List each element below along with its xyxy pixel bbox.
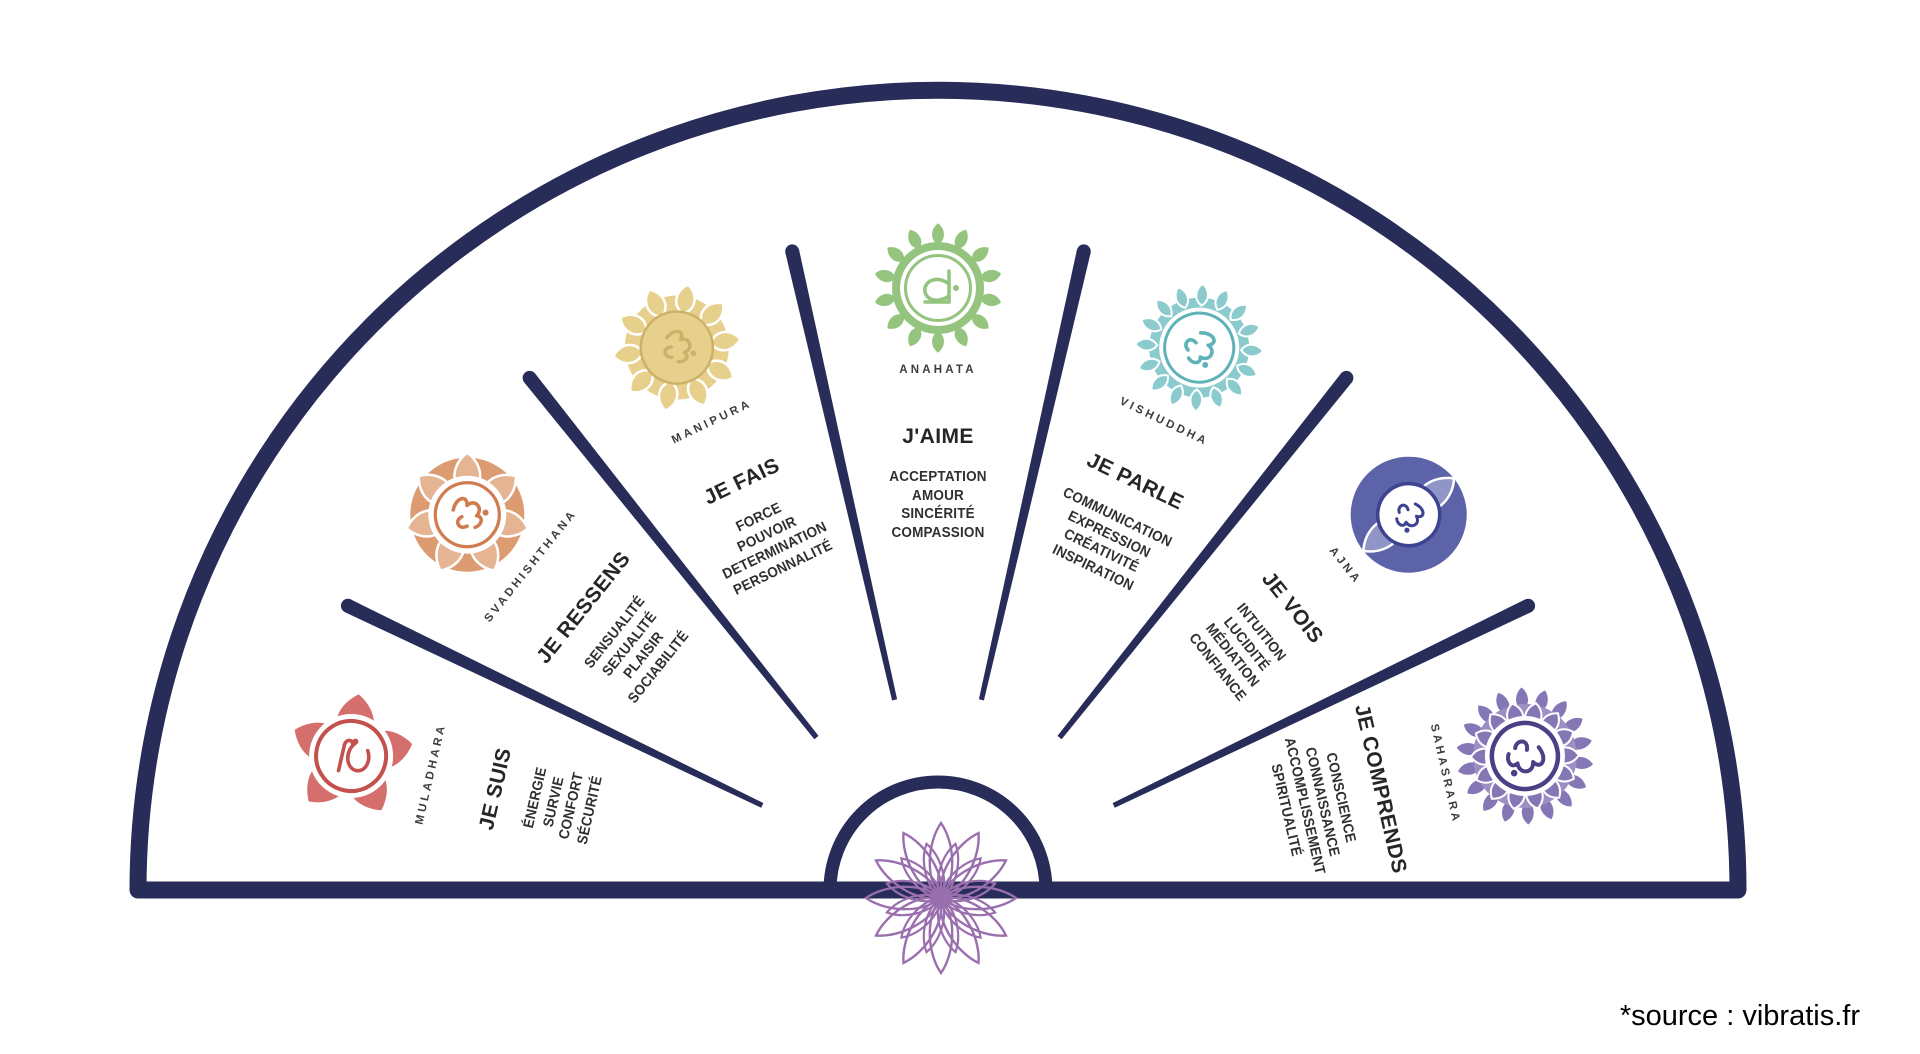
seed-syllable-glyph [923, 269, 959, 304]
seed-syllable-glyph [663, 329, 697, 364]
seed-syllable-glyph [336, 738, 371, 773]
manipura-chakra-icon [611, 283, 742, 413]
svadhishthana-chakra-icon [405, 451, 530, 572]
spoke-cap [340, 598, 355, 613]
segment-divider-spoke [1057, 373, 1352, 740]
spoke-cap [1521, 598, 1536, 613]
segment-divider-spoke [785, 249, 898, 701]
sahasrara-chakra-icon [1454, 684, 1596, 828]
spoke-cap [522, 370, 537, 385]
source-attribution: *source : vibratis.fr [1619, 1000, 1860, 1032]
vishuddha-chakra-icon [1134, 282, 1265, 413]
segment-divider-spoke [524, 373, 819, 740]
seed-syllable-glyph [451, 496, 489, 530]
segment-divider-spoke [978, 249, 1091, 701]
spoke-cap [785, 244, 800, 259]
ajna-chakra-icon [1350, 456, 1467, 573]
seed-syllable-glyph [1506, 739, 1546, 777]
fan-outline [129, 81, 1747, 899]
anahata-chakra-icon [872, 220, 1004, 356]
segment-divider-spoke [1112, 599, 1532, 808]
spoke-cap [1339, 370, 1354, 385]
muladhara-chakra-icon [291, 690, 416, 814]
center-arc [823, 775, 1053, 897]
seed-syllable-glyph [1395, 502, 1425, 533]
center-lotus-icon [863, 820, 1019, 976]
spoke-cap [1076, 244, 1091, 259]
seed-syllable-glyph [1184, 331, 1216, 368]
segment-divider-spoke [344, 599, 764, 808]
